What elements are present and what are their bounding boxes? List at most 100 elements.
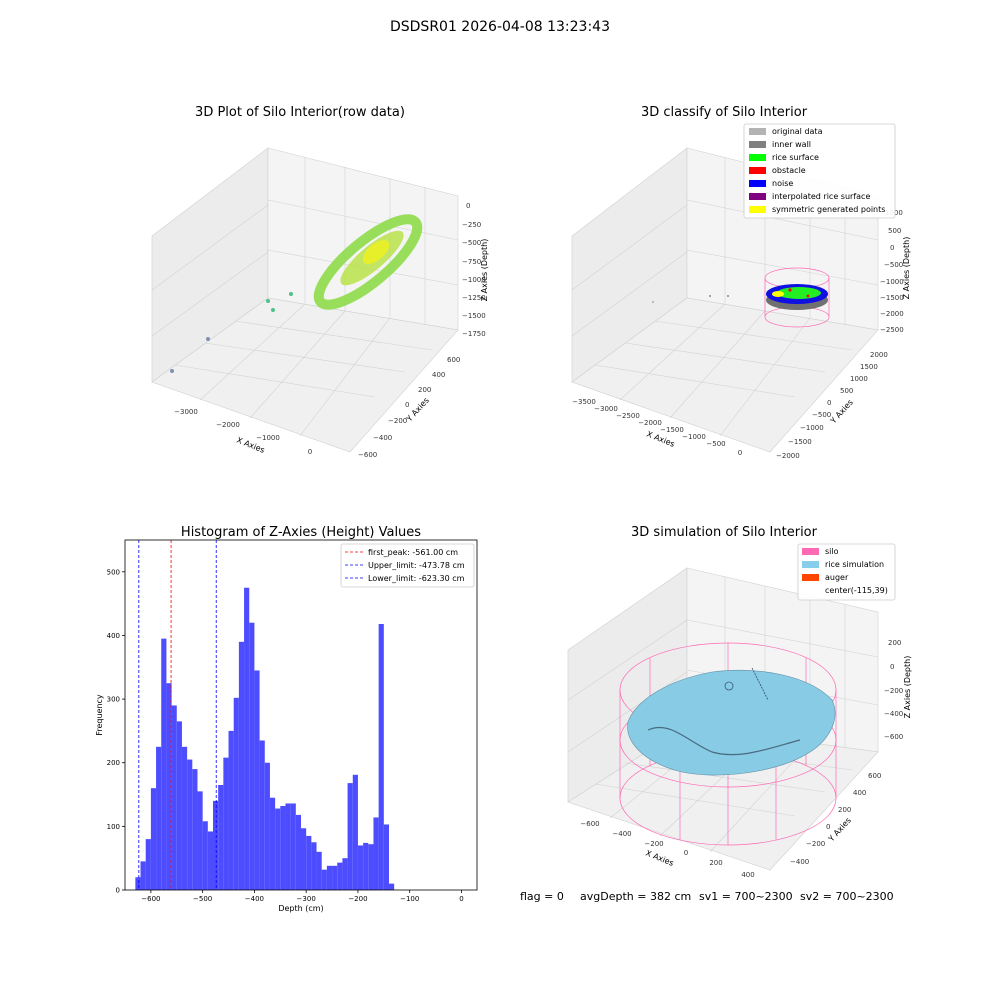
hist-bar (383, 824, 389, 890)
hist-vlines (138, 540, 217, 890)
hist-legend-label: first_peak: -561.00 cm (368, 548, 458, 557)
sim-y-tick: 200 (838, 806, 851, 814)
sim-legend-swatch (802, 561, 819, 568)
classify-silo-cloud (652, 267, 830, 328)
sim-x-label: X Axies (644, 849, 675, 868)
hist-legend: first_peak: -561.00 cm Upper_limit: -473.… (340, 543, 475, 588)
classify-z-tick: −1500 (880, 294, 904, 302)
raw-y-tick: −600 (358, 451, 377, 459)
hist-x-tick-label: −200 (348, 895, 367, 903)
hist-bar (259, 740, 265, 890)
hist-y-tick-label: 100 (107, 823, 120, 831)
raw-x-tick: 0 (308, 448, 312, 456)
hist-bar (301, 828, 307, 890)
raw-outlier (170, 369, 174, 373)
hist-y-tick-label: 300 (107, 696, 120, 704)
status-sv2: sv2 = 700~2300 (800, 890, 894, 903)
classify-x-tick: −1500 (660, 426, 684, 434)
hist-bar (285, 803, 291, 890)
classify-x-tick: −2500 (616, 412, 640, 420)
classify-pane-floor (571, 297, 879, 453)
hist-bar (161, 638, 167, 890)
sim-z-ticks: 200 0 −200 −400 −600 (884, 639, 903, 741)
sim-x-ticks: −600 −400 −200 0 200 400 (580, 820, 754, 879)
sim-x-tick: 200 (709, 859, 722, 867)
simulation-title: 3D simulation of Silo Interior (631, 525, 818, 540)
raw-z-tick: −250 (462, 221, 481, 229)
classify-panel: 3D classify of Silo Interior −3500 −3000… (571, 105, 911, 460)
hist-bar (176, 721, 182, 890)
sim-x-tick: −200 (644, 840, 663, 848)
classify-legend-swatch (749, 128, 766, 135)
raw-cloud-hot (362, 240, 390, 264)
hist-bar (202, 821, 208, 890)
hist-bar (337, 862, 343, 890)
raw-x-tick: −1000 (256, 434, 280, 442)
hist-bar (228, 730, 234, 890)
hist-x-tick-label: −500 (193, 895, 212, 903)
classify-legend-swatch (749, 141, 766, 148)
hist-bar (140, 861, 146, 890)
sim-z-label: Z Axies (Depth) (903, 656, 912, 719)
hist-bar (197, 791, 203, 890)
classify-legend-label: original data (772, 127, 823, 136)
raw-y-tick: −200 (388, 417, 407, 425)
raw-gridlines (151, 157, 459, 437)
classify-z-tick: −2000 (880, 310, 904, 318)
hist-bar (295, 814, 301, 890)
sim-y-ticks: −400 −200 0 200 400 600 (790, 772, 881, 866)
hist-bar (306, 835, 312, 890)
sim-z-tick: −400 (884, 710, 903, 718)
hist-legend-label: Lower_limit: -623.30 cm (368, 574, 465, 583)
sim-rice-ridge (647, 726, 801, 756)
hist-bar (150, 788, 157, 890)
classify-z-tick: −500 (884, 261, 903, 269)
hist-bar (311, 842, 317, 890)
classify-legend-label: noise (772, 179, 793, 188)
sim-y-tick: 0 (826, 823, 830, 831)
raw-x-ticks: −3000 −2000 −1000 0 (174, 408, 312, 456)
classify-y-tick: 0 (827, 399, 831, 407)
sim-legend-label: center(-115,39) (825, 586, 888, 595)
hist-bar (269, 797, 276, 890)
classify-legend-label: interpolated rice surface (772, 192, 870, 201)
hist-bar (363, 842, 369, 890)
hist-title: Histogram of Z-Axies (Height) Values (181, 525, 421, 540)
raw-y-tick: −400 (373, 434, 392, 442)
classify-legend-label: obstacle (772, 166, 806, 175)
classify-symmetric-pts (772, 291, 784, 297)
hist-x-tick-label: −600 (141, 895, 160, 903)
sim-y-tick: 600 (868, 772, 881, 780)
hist-bar (332, 865, 338, 890)
hist-y-tick-label: 200 (107, 759, 120, 767)
raw-z-tick: −750 (462, 258, 481, 266)
classify-x-tick: −500 (706, 440, 725, 448)
hist-bar (368, 844, 374, 890)
sim-legend-swatch (802, 548, 819, 555)
hist-y-tick-label: 500 (107, 568, 120, 576)
raw-outlier (271, 308, 275, 312)
hist-x-label: Depth (cm) (278, 904, 323, 913)
raw-panel: 3D Plot of Silo Interior(row data) −3000… (151, 105, 489, 459)
figure-title: DSDSR01 2026-04-08 13:23:43 (390, 19, 610, 35)
hist-bar (378, 624, 384, 890)
classify-legend-label: inner wall (772, 140, 811, 149)
classify-x-tick: −1000 (682, 433, 706, 441)
raw-y-tick: 600 (447, 356, 460, 364)
classify-z-tick: 500 (888, 227, 901, 235)
hist-x-tick-label: −400 (245, 895, 264, 903)
classify-original-pt (652, 301, 654, 303)
sim-legend: silo rice simulation auger center(-115,39) (797, 543, 896, 601)
hist-bar (249, 622, 255, 890)
sim-z-tick: −200 (884, 687, 903, 695)
classify-y-tick: −1000 (800, 424, 824, 432)
hist-bar (238, 641, 245, 890)
hist-bar (342, 858, 348, 890)
hist-legend-label: Upper_limit: -473.78 cm (368, 561, 465, 570)
raw-z-tick: 0 (466, 202, 470, 210)
classify-z-tick: 0 (890, 244, 894, 252)
classify-title: 3D classify of Silo Interior (641, 105, 808, 120)
hist-bar (275, 808, 281, 890)
raw-z-tick: −1500 (462, 312, 486, 320)
raw-x-tick: −3000 (174, 408, 198, 416)
